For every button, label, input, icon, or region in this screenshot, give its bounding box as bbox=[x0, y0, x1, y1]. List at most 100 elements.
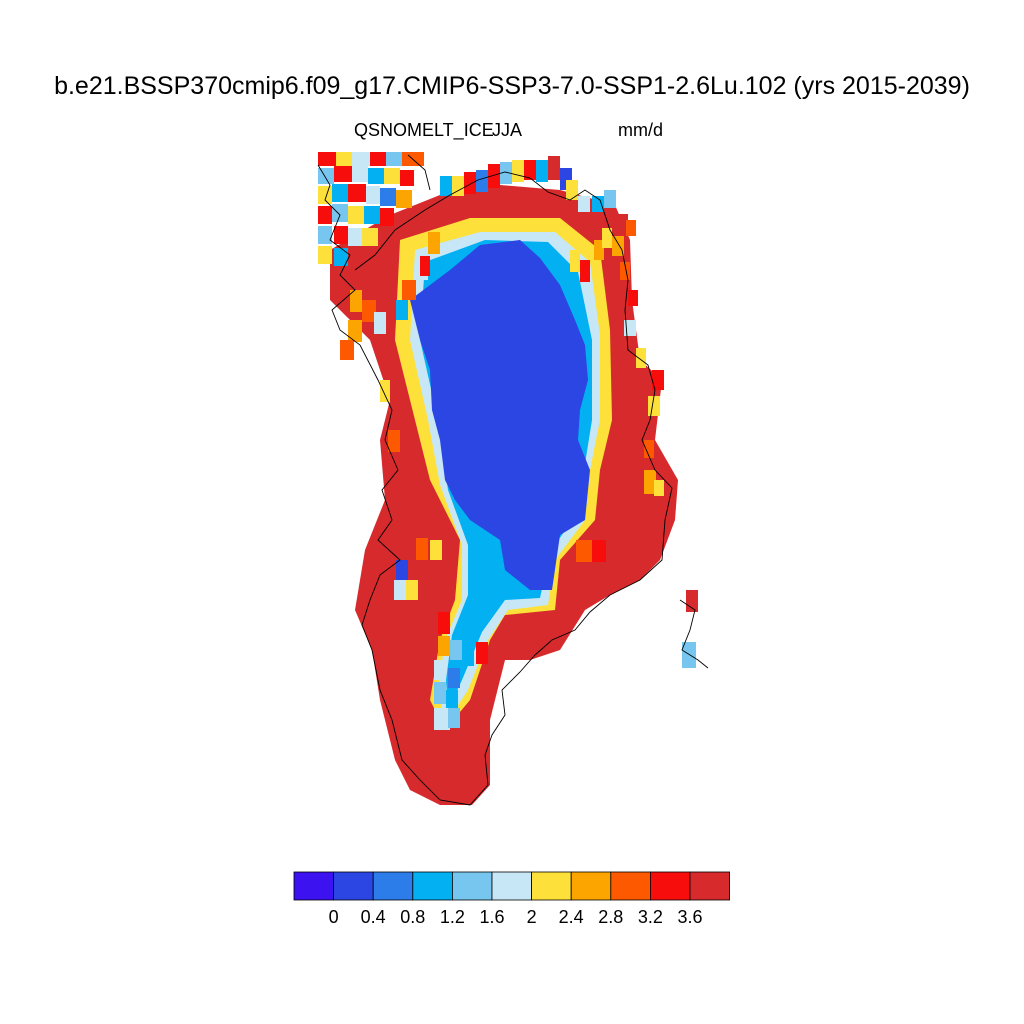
grid-cell bbox=[332, 204, 348, 222]
grid-cell bbox=[362, 300, 376, 322]
grid-cell bbox=[350, 290, 362, 312]
colorbar-swatch bbox=[570, 871, 612, 901]
grid-cell bbox=[476, 170, 488, 192]
grid-cell bbox=[394, 580, 406, 600]
grid-cell bbox=[386, 152, 402, 166]
grid-cell bbox=[452, 176, 464, 196]
colorbar-tick-label: 0.4 bbox=[360, 907, 386, 927]
grid-cell bbox=[352, 152, 370, 166]
grid-cell bbox=[578, 196, 590, 212]
grid-cell bbox=[548, 156, 560, 180]
grid-cell bbox=[396, 560, 408, 580]
colorbar-swatch bbox=[372, 871, 414, 901]
colorbar-swatch bbox=[451, 871, 493, 901]
grid-cell bbox=[620, 262, 630, 280]
grid-cell bbox=[654, 480, 664, 496]
grid-cell bbox=[628, 290, 638, 306]
grid-cell bbox=[348, 206, 364, 224]
grid-cell bbox=[594, 240, 604, 260]
grid-cell bbox=[566, 180, 578, 200]
colorbar-tick-label: 1.2 bbox=[439, 907, 465, 927]
grid-cell bbox=[318, 226, 332, 244]
grid-cell bbox=[334, 166, 352, 182]
grid-cell bbox=[464, 172, 476, 194]
grid-cell bbox=[536, 160, 548, 182]
grid-cell bbox=[450, 640, 462, 660]
grid-cell bbox=[434, 682, 446, 704]
grid-cell bbox=[476, 642, 488, 664]
grid-cell bbox=[626, 220, 636, 236]
colorbar-tick-label: 3.6 bbox=[677, 907, 703, 927]
plot-title: b.e21.BSSP370cmip6.f09_g17.CMIP6-SSP3-7.… bbox=[54, 72, 970, 100]
grid-cell bbox=[396, 190, 412, 208]
grid-cell bbox=[512, 160, 524, 182]
grid-cell bbox=[434, 660, 446, 680]
grid-cell bbox=[500, 162, 512, 184]
grid-cell bbox=[380, 208, 394, 226]
grid-cell bbox=[448, 708, 460, 728]
grid-cell bbox=[364, 206, 380, 224]
colorbar-tick-label: 0 bbox=[328, 907, 339, 927]
grid-cell bbox=[380, 188, 396, 206]
grid-cell bbox=[400, 170, 414, 186]
grid-cell bbox=[318, 206, 332, 224]
colorbar-swatch bbox=[491, 871, 532, 901]
grid-cell bbox=[370, 152, 386, 166]
colorbar-swatch bbox=[650, 871, 691, 901]
grid-cell bbox=[580, 260, 590, 282]
grid-cell bbox=[332, 184, 348, 202]
grid-cell bbox=[652, 370, 664, 390]
grid-cell bbox=[448, 668, 460, 688]
grid-cell bbox=[434, 708, 450, 730]
colorbar-tick-label: 1.6 bbox=[479, 907, 505, 927]
grid-cell bbox=[352, 166, 368, 182]
grid-cell bbox=[446, 690, 458, 710]
grid-cell bbox=[612, 236, 624, 256]
grid-cell bbox=[318, 168, 334, 184]
colorbar-swatch bbox=[531, 871, 572, 901]
colorbar bbox=[293, 871, 730, 901]
grid-cell bbox=[592, 540, 606, 562]
grid-cell bbox=[438, 636, 450, 656]
colorbar-tick-label: 0.8 bbox=[400, 907, 426, 927]
grid-cell bbox=[686, 590, 698, 612]
colorbar-swatch bbox=[333, 871, 374, 901]
grid-cell bbox=[524, 160, 536, 180]
grid-cell bbox=[336, 152, 352, 166]
grid-cell bbox=[334, 248, 348, 266]
colorbar-swatch bbox=[293, 871, 334, 901]
colorbar-swatch bbox=[689, 871, 730, 901]
colorbar-tick-label: 2.4 bbox=[558, 907, 584, 927]
grid-cell bbox=[682, 642, 696, 668]
grid-cell bbox=[334, 226, 348, 244]
colorbar-tick-label: 3.2 bbox=[637, 907, 663, 927]
grid-cell bbox=[366, 186, 380, 204]
grid-cell bbox=[368, 168, 384, 184]
grid-cell bbox=[616, 214, 628, 236]
grid-cell bbox=[374, 312, 386, 334]
grid-cell bbox=[430, 540, 442, 560]
grid-cell bbox=[348, 184, 366, 202]
grid-cell bbox=[362, 228, 378, 246]
grid-cell bbox=[592, 196, 604, 212]
grid-cell bbox=[644, 470, 656, 494]
grid-cell bbox=[318, 246, 332, 264]
grid-cell bbox=[318, 152, 336, 166]
grid-cell bbox=[406, 580, 418, 600]
grid-cell bbox=[340, 340, 354, 360]
variable-label: QSNOMELT_ICE bbox=[354, 120, 494, 140]
colorbar-swatch bbox=[412, 871, 453, 901]
grid-cell bbox=[602, 228, 612, 248]
grid-cell bbox=[402, 280, 416, 300]
grid-cell bbox=[396, 300, 408, 320]
grid-cell bbox=[428, 232, 440, 254]
grid-cell bbox=[384, 168, 400, 184]
colorbar-tick-label: 2.8 bbox=[598, 907, 624, 927]
grid-cell bbox=[388, 430, 400, 452]
colorbar-swatch bbox=[610, 871, 651, 901]
colorbar-tick-label: 2 bbox=[526, 907, 537, 927]
field-cells bbox=[318, 152, 698, 730]
grid-cell bbox=[318, 186, 332, 204]
grid-cell bbox=[380, 380, 390, 402]
